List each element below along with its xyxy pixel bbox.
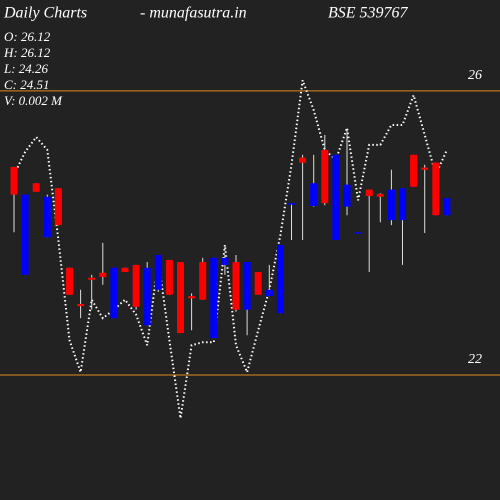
ohlc-info: O: 26.12 [4,29,51,44]
chart-title: Daily Charts [3,5,87,22]
candle-body [387,189,395,221]
candle-body [376,193,384,197]
candle-body [132,264,140,307]
symbol: BSE 539767 [328,5,409,22]
ohlc-info: L: 24.26 [3,61,49,76]
candle-body [66,267,73,295]
candle-body [410,154,418,187]
candle-body [143,267,151,326]
candle-body [177,262,184,334]
ohlc-info: V: 0.002 M [4,93,63,108]
candle-body [265,289,273,297]
candle-body [332,154,340,241]
candle-body [354,232,362,234]
candle-body [32,183,40,192]
candle-body [321,149,329,204]
indicator-line [13,79,448,419]
candle-body [110,267,118,319]
site-name: - munafasutra.in [140,5,247,22]
candle-body [288,203,295,205]
y-tick-label: 26 [468,68,482,83]
candle-body [21,194,29,275]
ohlc-info: H: 26.12 [3,45,51,60]
candle-body [210,257,218,339]
candle-body [432,162,440,216]
candle-body [43,196,51,238]
ohlc-info: C: 24.51 [4,77,50,92]
candle-body [10,166,18,195]
candle-body [165,259,173,295]
candle-body [343,184,351,207]
candle-body [276,245,284,314]
y-tick-label: 22 [468,352,482,367]
candle-body [443,198,451,216]
candle-body [243,262,251,310]
candle-body [399,188,406,221]
candle-body [421,167,429,170]
candle-body [299,157,307,163]
candle-body [188,296,196,299]
candle-body [99,272,107,277]
candle-body [77,303,85,307]
candle-body [310,183,318,206]
candle-body [54,188,62,226]
candle-body [199,262,207,300]
candle-body [88,277,96,280]
candle-body [365,189,373,197]
candle-body [221,257,229,265]
candle-body [121,267,129,273]
candle-body [154,254,162,290]
candle-body [232,262,240,310]
candle-body [254,272,262,295]
